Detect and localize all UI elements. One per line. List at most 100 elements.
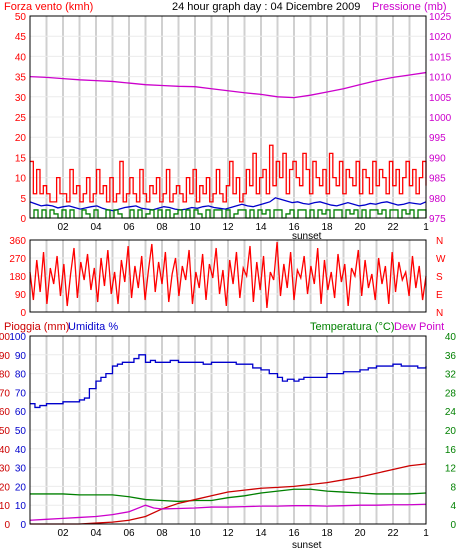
humidity-axis-label: Umidita %: [68, 321, 118, 333]
direction-tick-label: 90: [15, 290, 27, 301]
time-tick-label: 18: [321, 528, 333, 539]
time-tick-label: 18: [321, 222, 333, 233]
series-line: [30, 209, 427, 219]
temperature-tick-label: 20: [445, 426, 457, 437]
wind-tick-label: 30: [15, 93, 27, 104]
rain-tick-label: 50: [0, 426, 10, 437]
series-line: [30, 488, 427, 503]
rain-axis-label: Pioggia (mm): [4, 321, 69, 333]
time-tick-label: 02: [57, 528, 69, 539]
temperature-tick-label: 12: [445, 464, 457, 475]
wind-tick-label: 25: [15, 113, 27, 124]
time-tick-label: 12: [222, 222, 234, 233]
rain-humidity-temperature-panel: 0102030405060708090100010203040506070809…: [0, 332, 456, 539]
sunset-marker-1: sunset: [292, 231, 322, 242]
compass-tick-label: N: [436, 236, 443, 247]
temperature-tick-label: 4: [450, 501, 456, 512]
series-line: [30, 354, 427, 409]
plot-frame: [29, 15, 427, 219]
rain-tick-label: 100: [0, 332, 10, 343]
chart-title: 24 hour graph day : 04 Dicembre 2009: [172, 1, 360, 13]
wind-tick-label: 40: [15, 52, 27, 63]
humidity-tick-label: 30: [15, 464, 27, 475]
humidity-tick-label: 70: [15, 388, 27, 399]
wind-tick-label: 15: [15, 153, 27, 164]
pressure-tick-label: 995: [429, 133, 446, 144]
rain-tick-label: 20: [0, 482, 10, 493]
pressure-tick-label: 985: [429, 174, 446, 185]
time-tick-label: 16: [288, 528, 300, 539]
series-line: [29, 241, 427, 309]
series-line: [30, 144, 427, 203]
time-tick-label: 20: [354, 528, 366, 539]
time-tick-label: 12: [222, 528, 234, 539]
humidity-tick-label: 0: [20, 520, 26, 531]
time-tick-label: 14: [255, 528, 267, 539]
time-tick-label: 02: [57, 222, 69, 233]
plot-frame: [29, 335, 427, 525]
humidity-tick-label: 40: [15, 445, 27, 456]
pressure-tick-label: 1020: [429, 32, 452, 43]
wind-tick-label: 0: [20, 214, 26, 225]
rain-tick-label: 40: [0, 445, 10, 456]
series-line: [29, 197, 427, 212]
humidity-tick-label: 10: [15, 501, 27, 512]
rain-tick-label: 60: [0, 407, 10, 418]
pressure-tick-label: 1025: [429, 12, 452, 23]
rain-tick-label: 70: [0, 388, 10, 399]
time-tick-label: 1: [423, 222, 429, 233]
temperature-tick-label: 24: [445, 407, 457, 418]
wind-tick-label: 5: [20, 194, 26, 205]
temperature-tick-label: 40: [445, 332, 457, 343]
rain-tick-label: 80: [0, 370, 10, 381]
rain-tick-label: 90: [0, 351, 10, 362]
compass-tick-label: W: [436, 254, 446, 265]
pressure-tick-label: 980: [429, 194, 446, 205]
direction-tick-label: 0: [20, 308, 26, 319]
pressure-tick-label: 1000: [429, 113, 452, 124]
rain-tick-label: 10: [0, 501, 10, 512]
time-tick-label: 04: [90, 222, 102, 233]
direction-tick-label: 360: [9, 236, 26, 247]
sunset-marker-3: sunset: [292, 540, 322, 551]
temperature-tick-label: 8: [450, 482, 456, 493]
wind-tick-label: 20: [15, 133, 27, 144]
pressure-tick-label: 1015: [429, 52, 452, 63]
compass-tick-label: E: [436, 290, 443, 301]
time-tick-label: 04: [90, 528, 102, 539]
rain-tick-label: 30: [0, 464, 10, 475]
compass-tick-label: S: [436, 272, 443, 283]
wind-axis-label: Forza vento (kmh): [4, 1, 93, 13]
pressure-axis-label: Pressione (mb): [372, 1, 447, 13]
wind-tick-label: 35: [15, 73, 27, 84]
temperature-tick-label: 28: [445, 388, 457, 399]
time-tick-label: 10: [189, 222, 201, 233]
temperature-tick-label: 32: [445, 370, 457, 381]
series-line: [29, 503, 427, 521]
time-tick-label: 08: [156, 222, 168, 233]
time-tick-label: 06: [123, 222, 135, 233]
wind-tick-label: 50: [15, 12, 27, 23]
time-tick-label: 08: [156, 528, 168, 539]
time-tick-label: 22: [387, 222, 399, 233]
time-tick-label: 20: [354, 222, 366, 233]
time-tick-label: 10: [189, 528, 201, 539]
humidity-tick-label: 60: [15, 407, 27, 418]
series-line: [29, 71, 427, 99]
wind-pressure-panel: 0510152025303540455097598098599099510001…: [15, 12, 452, 233]
temperature-tick-label: 36: [445, 351, 457, 362]
temperature-tick-label: 16: [445, 445, 457, 456]
dewpoint-axis-label: Dew Point: [394, 321, 444, 333]
time-tick-label: 06: [123, 528, 135, 539]
humidity-tick-label: 80: [15, 370, 27, 381]
humidity-tick-label: 50: [15, 426, 27, 437]
direction-tick-label: 180: [9, 272, 26, 283]
humidity-tick-label: 20: [15, 482, 27, 493]
pressure-tick-label: 975: [429, 214, 446, 225]
wind-tick-label: 10: [15, 174, 27, 185]
compass-tick-label: N: [436, 308, 443, 319]
time-tick-label: 22: [387, 528, 399, 539]
humidity-tick-label: 90: [15, 351, 27, 362]
